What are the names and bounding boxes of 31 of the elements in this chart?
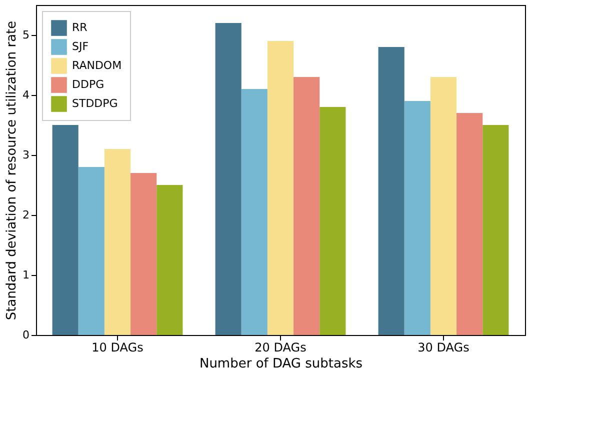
bar <box>78 167 104 335</box>
x-tick-label: 10 DAGs <box>92 340 144 354</box>
legend-label: RR <box>72 21 88 34</box>
y-axis-title: Standard deviation of resource utilization rate <box>4 20 20 320</box>
bar <box>241 89 268 335</box>
bar <box>430 77 457 335</box>
bar <box>52 125 78 335</box>
bar <box>156 185 183 335</box>
legend-label: DDPG <box>72 78 104 91</box>
bar <box>104 149 131 335</box>
legend-label: SJF <box>72 40 89 53</box>
legend-label: RANDOM <box>72 59 122 72</box>
y-tick-label: 0 <box>22 328 30 342</box>
x-tick-label: 20 DAGs <box>254 340 306 354</box>
bar <box>320 107 346 335</box>
bar <box>267 41 294 335</box>
bar <box>215 23 242 335</box>
legend-label: STDDPG <box>72 97 118 110</box>
bar <box>404 101 430 335</box>
x-tick-label: 30 DAGs <box>418 340 470 354</box>
bar <box>294 77 320 335</box>
y-tick-label: 4 <box>22 88 30 102</box>
bar <box>456 113 483 335</box>
bar <box>482 125 509 335</box>
bar <box>130 173 157 335</box>
y-tick-label: 3 <box>22 148 30 162</box>
bar <box>378 47 404 335</box>
y-tick-label: 5 <box>22 28 30 42</box>
x-axis-title: Number of DAG subtasks <box>199 356 363 372</box>
y-tick-label: 1 <box>22 268 30 282</box>
y-tick-label: 2 <box>22 208 30 222</box>
